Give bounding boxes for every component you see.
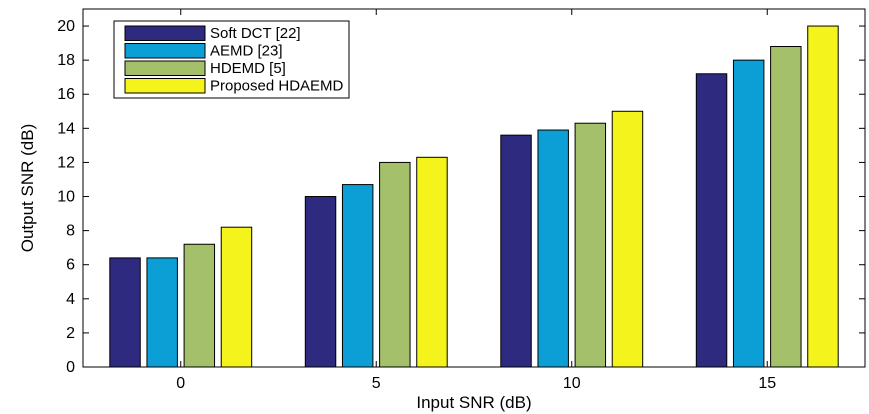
legend-label: AEMD [23] [210,43,283,60]
bar [341,184,374,368]
y-axis-ticks: 0 2 4 6 8 10 12 14 16 18 20 [57,18,865,376]
y-tick-label: 12 [57,154,75,171]
bar [304,196,337,368]
y-tick-label: 8 [66,223,75,240]
x-tick-label: 0 [176,375,185,392]
x-axis-ticks: 0 5 10 15 [176,9,776,392]
plot-frame [82,8,866,368]
bars-group [109,25,839,368]
legend-swatch [124,25,206,41]
y-tick-label: 10 [57,189,75,206]
bar [695,73,728,368]
bar [500,134,532,368]
bar [574,122,607,368]
bar [807,25,839,368]
y-tick-label: 16 [57,86,75,103]
bar [379,161,411,368]
bar [611,110,644,368]
x-tick-label: 5 [372,375,381,392]
y-tick-label: 2 [66,325,75,342]
x-tick-label: 10 [563,375,581,392]
bar [146,257,178,368]
y-tick-label: 14 [57,120,75,137]
y-tick-label: 4 [66,291,75,308]
legend-label: HDEMD [5] [210,60,286,77]
legend-swatch [124,60,206,76]
y-tick-label: 18 [57,52,75,69]
legend-label: Proposed HDAEMD [210,78,344,95]
legend-label: Soft DCT [22] [210,25,301,42]
y-axis-label: Output SNR (dB) [18,124,37,253]
bar [537,129,569,368]
x-axis-label: Input SNR (dB) [416,393,531,412]
y-tick-label: 20 [57,18,75,35]
bar [770,46,802,368]
bar [220,226,253,368]
y-tick-label: 6 [66,257,75,274]
bar [416,156,448,368]
legend-swatch [124,78,206,94]
bar [183,243,216,368]
legend: Soft DCT [22]AEMD [23]HDEMD [5]Proposed … [113,20,350,99]
bar [732,59,765,368]
bar [109,257,141,368]
legend-swatch [124,43,206,59]
x-tick-label: 15 [758,375,776,392]
y-tick-label: 0 [66,359,75,376]
